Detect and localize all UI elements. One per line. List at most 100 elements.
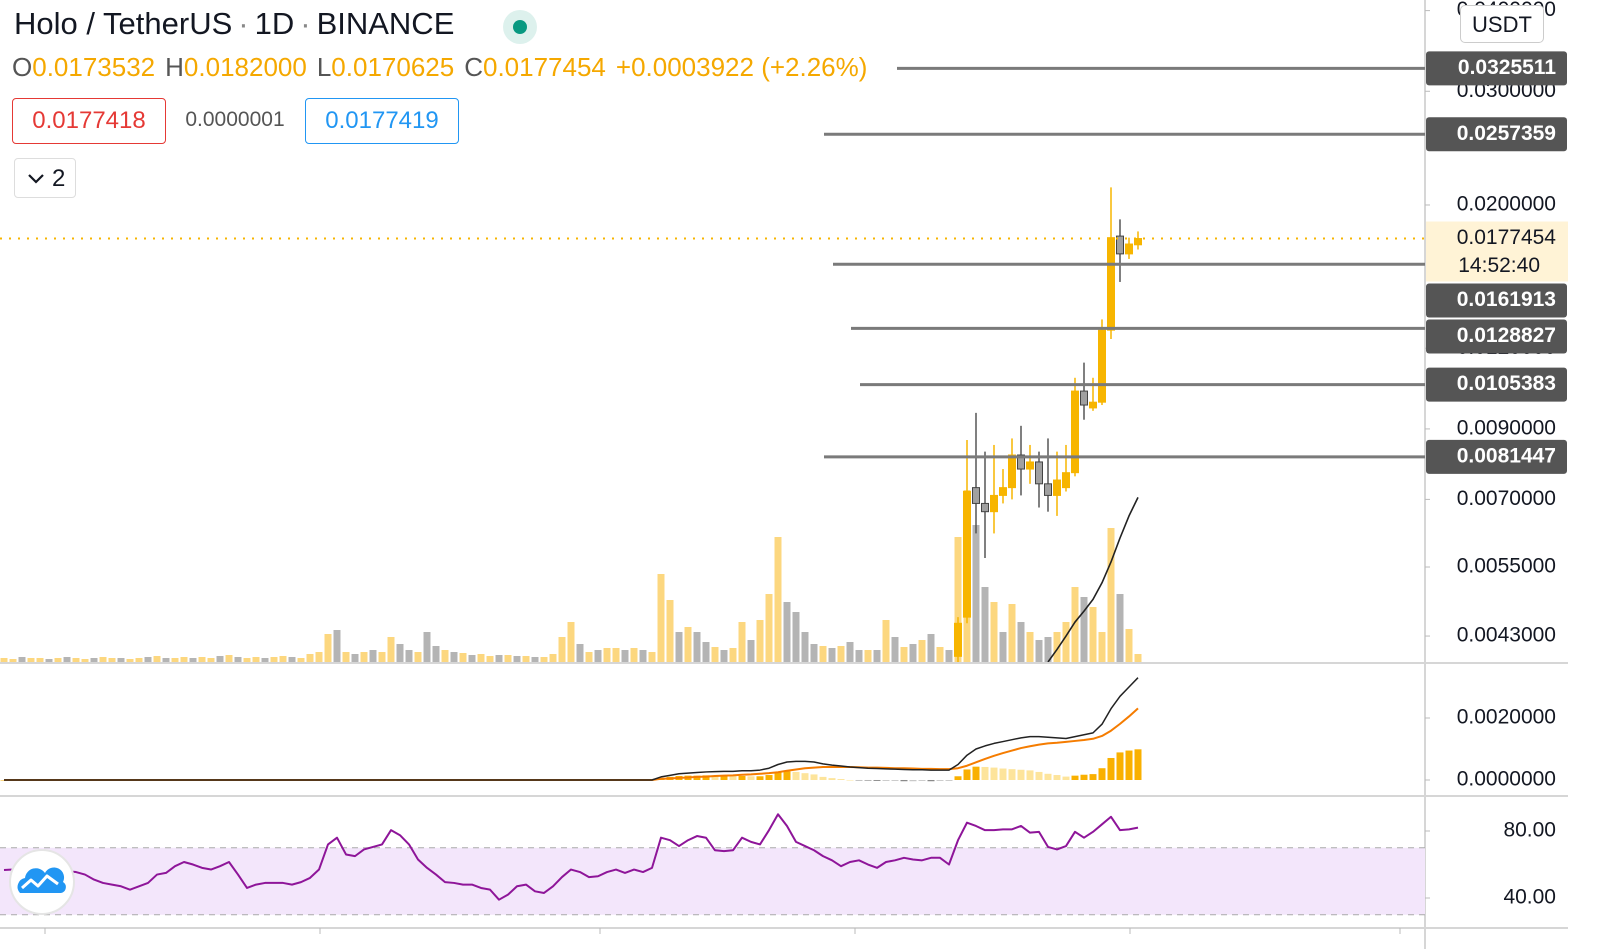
volume-bar xyxy=(873,650,881,662)
macd-histogram-bar xyxy=(756,776,764,780)
volume-bar xyxy=(594,650,602,662)
volume-bar xyxy=(351,654,359,662)
volume-bar xyxy=(36,658,44,662)
indicator-toggle[interactable]: 2 xyxy=(14,158,76,198)
volume-bar xyxy=(1116,594,1124,662)
volume-bar xyxy=(684,627,692,662)
volume-bar xyxy=(189,658,197,662)
ohlc-key: L xyxy=(316,52,332,82)
candle-body xyxy=(981,502,989,513)
volume-bar xyxy=(279,656,287,662)
candle-body xyxy=(1062,472,1070,489)
macd-histogram-bar xyxy=(882,779,890,781)
volume-bar xyxy=(522,656,530,662)
candle-body xyxy=(1071,390,1079,474)
indicator-count: 2 xyxy=(52,165,66,192)
volume-bar xyxy=(999,632,1007,662)
volume-bar xyxy=(513,656,521,662)
volume-bar xyxy=(225,655,233,662)
macd-line xyxy=(4,677,1139,781)
price-line-label-box xyxy=(1426,319,1567,354)
volume-bar xyxy=(414,652,422,662)
volume-bar xyxy=(0,658,8,662)
currency-button[interactable]: USDT xyxy=(1460,5,1544,43)
buy-button[interactable]: 0.0177419 xyxy=(305,98,459,144)
status-dot xyxy=(513,20,527,34)
ohlc-value: 0.0177454 xyxy=(482,52,606,82)
volume-bar xyxy=(1026,632,1034,662)
volume-bar xyxy=(954,537,962,662)
volume-bar xyxy=(864,650,872,662)
volume-bar xyxy=(639,650,647,662)
volume-bar xyxy=(54,658,62,662)
volume-bar xyxy=(99,657,107,662)
candle-body xyxy=(1125,243,1133,255)
volume-bar xyxy=(144,657,152,662)
volume-bar xyxy=(504,655,512,662)
price-line-label: 0.0105383 xyxy=(1457,372,1556,395)
price-line-label: 0.0081447 xyxy=(1457,444,1556,467)
price-pane xyxy=(0,187,1142,662)
volume-bar xyxy=(1062,622,1070,662)
macd-histogram-bar xyxy=(855,779,863,781)
volume-bar xyxy=(135,658,143,662)
volume-bar xyxy=(657,574,665,662)
macd-histogram-bar xyxy=(810,774,818,780)
volume-bar xyxy=(288,657,296,662)
sell-button[interactable]: 0.0177418 xyxy=(12,98,166,144)
ohlc-value: 0.0182000 xyxy=(183,52,307,82)
volume-bar xyxy=(1053,632,1061,662)
y-tick-label: 0.0043000 xyxy=(1457,624,1556,647)
volume-bar xyxy=(396,644,404,662)
volume-bar xyxy=(1089,607,1097,662)
macd-histogram-bar xyxy=(900,779,908,782)
volume-bar xyxy=(378,652,386,662)
macd-histogram-bar xyxy=(1134,749,1142,780)
macd-histogram-bar xyxy=(1125,750,1133,780)
macd-histogram-bar xyxy=(1053,775,1061,780)
macd-histogram-bar xyxy=(873,779,881,781)
ohlc-value: 0.0173532 xyxy=(32,52,156,82)
volume-bar xyxy=(801,632,809,662)
volume-bar xyxy=(468,655,476,662)
volume-bar xyxy=(936,647,944,662)
volume-bar xyxy=(792,612,800,662)
macd-histogram-bar xyxy=(1107,757,1115,780)
ohlc-key: O xyxy=(12,52,33,82)
candle-body xyxy=(1116,235,1124,255)
volume-bar xyxy=(495,655,503,662)
volume-bar xyxy=(972,525,980,662)
volume-bar xyxy=(909,644,917,662)
candle-body xyxy=(1026,461,1034,470)
volume-bar xyxy=(243,658,251,662)
chevron xyxy=(28,174,44,184)
volume-bar xyxy=(486,656,494,662)
y-tick-label: 80.00 xyxy=(1503,819,1556,842)
rsi-band xyxy=(0,847,1425,915)
volume-bar xyxy=(612,648,620,662)
volume-bar xyxy=(369,650,377,662)
price-line-label-box xyxy=(1426,367,1567,402)
macd-histogram-bar xyxy=(747,776,755,780)
volume-bar xyxy=(558,637,566,662)
candle-body xyxy=(1035,461,1043,485)
volume-bar xyxy=(702,642,710,662)
macd-histogram-bar xyxy=(774,772,782,780)
volume-bar xyxy=(1098,632,1106,662)
macd-histogram-bar xyxy=(1089,774,1097,780)
y-tick-label: 40.00 xyxy=(1503,886,1556,909)
symbol[interactable]: Holo / TetherUS xyxy=(14,6,233,41)
exchange: BINANCE xyxy=(316,6,455,41)
volume-bar xyxy=(1035,640,1043,662)
volume-bar xyxy=(855,650,863,662)
volume-bar xyxy=(666,600,674,662)
volume-bar xyxy=(306,654,314,662)
candle-body xyxy=(972,487,980,504)
volume-bar xyxy=(756,620,764,662)
macd-histogram-bar xyxy=(801,773,809,780)
volume-bar xyxy=(324,634,332,662)
interval[interactable]: 1D xyxy=(254,6,295,41)
candle-body xyxy=(1089,401,1097,409)
ohlc-item: C0.0177454 xyxy=(464,52,606,82)
candle-body xyxy=(999,487,1007,496)
